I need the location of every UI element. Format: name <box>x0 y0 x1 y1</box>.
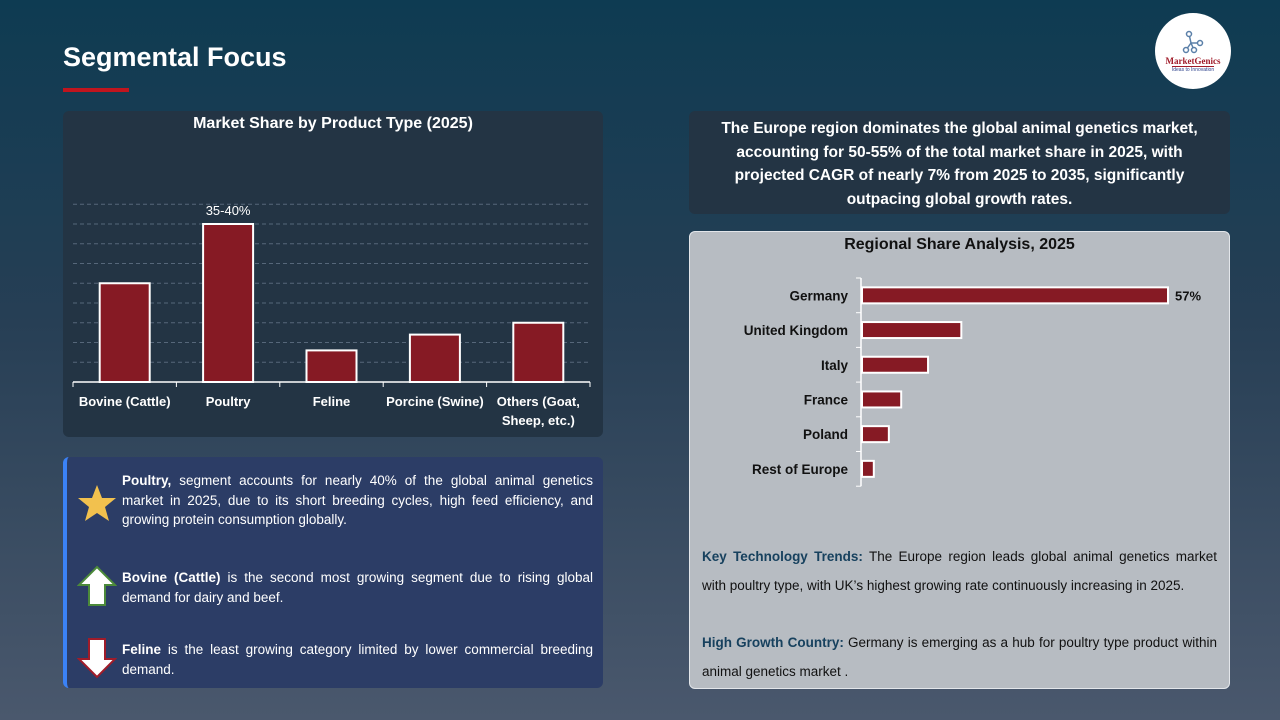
logo-text: MarketGenics <box>1165 55 1221 66</box>
y-tick-label: Italy <box>821 358 849 373</box>
y-tick-label: France <box>804 392 849 407</box>
y-tick-label: Rest of Europe <box>752 462 849 477</box>
logo-tagline: Ideas to Innovation <box>1171 65 1215 73</box>
regional-share-bar-chart: Germany 57% United Kingdom Italy France Polan… <box>744 277 1201 487</box>
title-underline <box>63 88 129 92</box>
data-label: 57% <box>1175 288 1201 303</box>
bar-porcine-swine- <box>408 333 461 384</box>
arrow-down-icon <box>76 637 118 684</box>
x-tick-label: Bovine (Cattle) <box>79 394 171 409</box>
bar-rest-of-europe <box>861 459 875 478</box>
bar-poultry <box>202 223 255 383</box>
y-tick-label: Germany <box>789 288 848 303</box>
arrow-up-icon <box>76 565 118 612</box>
insight-poultry: Poultry, segment accounts for nearly 40%… <box>122 473 593 527</box>
bar-germany <box>861 286 1169 305</box>
high-growth-country: High Growth Country: Germany is emerging… <box>702 635 1217 679</box>
x-tick-label: Sheep, etc.) <box>502 413 575 428</box>
bar-united-kingdom <box>861 321 963 340</box>
chart-title: Market Share by Product Type (2025) <box>193 115 473 132</box>
x-tick-label: Others (Goat, <box>497 394 580 409</box>
x-tick-label: Poultry <box>206 394 252 409</box>
data-label: 35-40% <box>206 203 251 218</box>
x-tick-label: Feline <box>313 394 351 409</box>
insight-bovine: Bovine (Cattle) is the second most growi… <box>122 570 593 605</box>
y-tick-label: United Kingdom <box>744 323 848 338</box>
bar-feline <box>305 349 358 383</box>
y-tick-label: Poland <box>803 427 848 442</box>
product-type-chart-panel: Market Share by Product Type (2025) Bovi… <box>63 111 603 437</box>
chart-title: Regional Share Analysis, 2025 <box>844 236 1075 253</box>
regional-share-panel: Regional Share Analysis, 2025 Germany 57%… <box>689 231 1230 689</box>
key-technology-trends: Key Technology Trends: The Europe region… <box>702 549 1217 593</box>
molecule-icon <box>1182 30 1204 53</box>
insights-panel: Poultry, segment accounts for nearly 40%… <box>63 457 603 688</box>
page-title: Segmental Focus <box>63 42 287 72</box>
bar-france <box>861 390 903 409</box>
insight-feline: Feline is the least growing category lim… <box>122 642 593 677</box>
bar-bovine-cattle- <box>98 282 151 383</box>
star-icon <box>77 483 117 528</box>
bar-others-goat-sheep-etc- <box>512 321 565 383</box>
product-type-bar-chart: Bovine (Cattle) 35-40% Poultry Feline Porcin… <box>72 203 591 428</box>
x-tick-label: Porcine (Swine) <box>386 394 484 409</box>
logo: MarketGenics Ideas to Innovation <box>1155 13 1231 89</box>
bar-italy <box>861 355 930 374</box>
europe-summary: The Europe region dominates the global a… <box>689 111 1230 214</box>
bar-poland <box>861 425 890 444</box>
